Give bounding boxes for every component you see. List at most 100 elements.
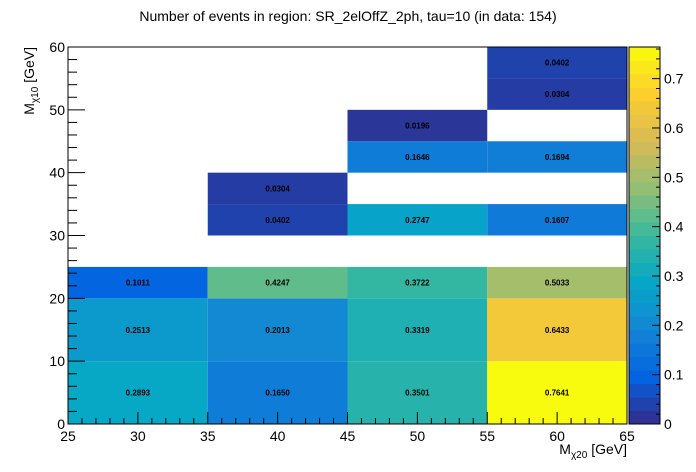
cell-value-label: 0.1650 bbox=[265, 389, 290, 398]
z-tick-label: 0 bbox=[664, 416, 672, 432]
color-scale-band bbox=[629, 114, 660, 129]
heatmap-cell bbox=[207, 298, 348, 362]
heatmap-cell bbox=[347, 266, 488, 299]
y-axis-title-main: M bbox=[21, 103, 37, 115]
x-tick-label: 35 bbox=[200, 428, 216, 444]
x-tick-label: 65 bbox=[619, 428, 635, 444]
color-scale-band bbox=[629, 356, 660, 371]
heatmap-cell bbox=[68, 298, 208, 362]
chart-title: Number of events in region: SR_2elOffZ_2… bbox=[139, 8, 556, 24]
cell-value-label: 0.1607 bbox=[545, 216, 570, 225]
x-axis-title: Mχ20 [GeV] bbox=[559, 441, 627, 461]
x-tick-label: 45 bbox=[340, 428, 356, 444]
heatmap-cell bbox=[487, 204, 627, 236]
heatmap-cell bbox=[207, 266, 348, 299]
color-scale-band bbox=[629, 87, 660, 102]
color-scale-band bbox=[629, 47, 660, 61]
x-axis: 25 30 35 40 45 50 55 60 65 bbox=[60, 412, 635, 444]
y-tick-label: 50 bbox=[49, 102, 65, 118]
color-scale-band bbox=[629, 262, 660, 277]
color-scale-band bbox=[629, 60, 660, 75]
cell-value-label: 0.3501 bbox=[405, 389, 430, 398]
cell-value-label: 0.5033 bbox=[545, 279, 570, 288]
cell-value-label: 0.2013 bbox=[265, 326, 290, 335]
y-tick-label: 40 bbox=[49, 165, 65, 181]
x-tick-label: 50 bbox=[410, 428, 426, 444]
color-scale-band bbox=[629, 100, 660, 115]
cell-value-label: 0.0304 bbox=[545, 90, 570, 99]
heatmap-cell bbox=[347, 109, 488, 142]
color-scale-band bbox=[629, 127, 660, 142]
color-scale-band bbox=[629, 316, 660, 331]
y-tick-label: 20 bbox=[49, 290, 65, 306]
y-tick-label: 30 bbox=[49, 228, 65, 244]
z-tick-label: 0.7 bbox=[664, 71, 684, 87]
color-scale-band bbox=[629, 397, 660, 412]
heatmap-cell bbox=[487, 47, 627, 79]
heatmap-cell bbox=[487, 266, 627, 299]
heatmap-cell bbox=[347, 141, 488, 173]
color-scale-band bbox=[629, 141, 660, 156]
heatmap-cell bbox=[487, 298, 627, 362]
color-scale-band bbox=[629, 370, 660, 385]
color-scale-band bbox=[629, 343, 660, 358]
y-axis: 0 10 20 30 40 50 60 bbox=[49, 39, 85, 432]
y-axis-title-unit: [GeV] bbox=[21, 47, 37, 87]
color-scale-band bbox=[629, 222, 660, 236]
color-scale-band bbox=[629, 383, 660, 398]
heatmap-cell bbox=[487, 141, 627, 173]
x-axis-title-subscript: χ20 bbox=[571, 450, 588, 461]
z-tick-label: 0.2 bbox=[664, 317, 684, 333]
cell-value-label: 0.4247 bbox=[265, 279, 290, 288]
color-scale bbox=[628, 46, 661, 425]
color-scale-band bbox=[629, 275, 660, 290]
z-tick-label: 0.6 bbox=[664, 120, 684, 136]
x-tick-label: 55 bbox=[479, 428, 495, 444]
color-scale-band bbox=[629, 181, 660, 196]
y-tick-label: 10 bbox=[49, 353, 65, 369]
color-scale-band bbox=[629, 73, 660, 88]
cell-value-label: 0.0196 bbox=[405, 122, 430, 131]
cell-value-label: 0.2513 bbox=[126, 326, 151, 335]
cell-value-label: 0.0402 bbox=[265, 216, 290, 225]
x-axis-title-unit: [GeV] bbox=[587, 441, 627, 457]
color-scale-band bbox=[629, 195, 660, 210]
color-scale-band bbox=[629, 154, 660, 169]
heatmap-cell bbox=[207, 172, 348, 205]
z-tick-label: 0.4 bbox=[664, 219, 684, 235]
x-tick-label: 25 bbox=[60, 428, 76, 444]
heatmap-cell-labels: 0.2893 0.1650 0.3501 0.7641 0.2513 0.2013 0.33… bbox=[126, 59, 570, 398]
heatmap-cell bbox=[347, 204, 488, 236]
color-scale-band bbox=[629, 208, 660, 223]
z-tick-label: 0.5 bbox=[664, 169, 684, 185]
heatmap-cell bbox=[487, 78, 627, 110]
color-scale-band bbox=[629, 410, 660, 425]
color-scale-band bbox=[629, 329, 660, 344]
color-scale-band bbox=[629, 302, 660, 317]
y-tick-label: 0 bbox=[57, 416, 65, 432]
color-scale-band bbox=[629, 248, 660, 263]
cell-value-label: 0.0304 bbox=[265, 184, 290, 193]
y-tick-label: 60 bbox=[49, 39, 65, 55]
cell-value-label: 0.6433 bbox=[545, 326, 570, 335]
color-scale-band bbox=[629, 289, 660, 304]
y-axis-title-subscript: χ10 bbox=[30, 86, 41, 103]
heatmap-cell bbox=[207, 204, 348, 236]
color-scale-frame bbox=[628, 46, 661, 425]
x-tick-label: 30 bbox=[130, 428, 146, 444]
cell-value-label: 0.7641 bbox=[545, 389, 570, 398]
cell-value-label: 0.2893 bbox=[126, 389, 151, 398]
cell-value-label: 0.0402 bbox=[545, 59, 570, 68]
x-tick-label: 40 bbox=[270, 428, 286, 444]
cell-value-label: 0.3722 bbox=[405, 279, 430, 288]
heatmap-cell bbox=[347, 298, 488, 362]
x-axis-title-main: M bbox=[559, 441, 571, 457]
cell-value-label: 0.1011 bbox=[126, 279, 151, 288]
z-tick-label: 0.3 bbox=[664, 268, 684, 284]
color-scale-band bbox=[629, 235, 660, 250]
cell-value-label: 0.2747 bbox=[405, 216, 430, 225]
heatmap-cell bbox=[68, 266, 208, 299]
y-axis-title: Mχ10 [GeV] bbox=[21, 47, 41, 115]
cell-value-label: 0.3319 bbox=[405, 326, 430, 335]
color-scale-band bbox=[629, 168, 660, 183]
